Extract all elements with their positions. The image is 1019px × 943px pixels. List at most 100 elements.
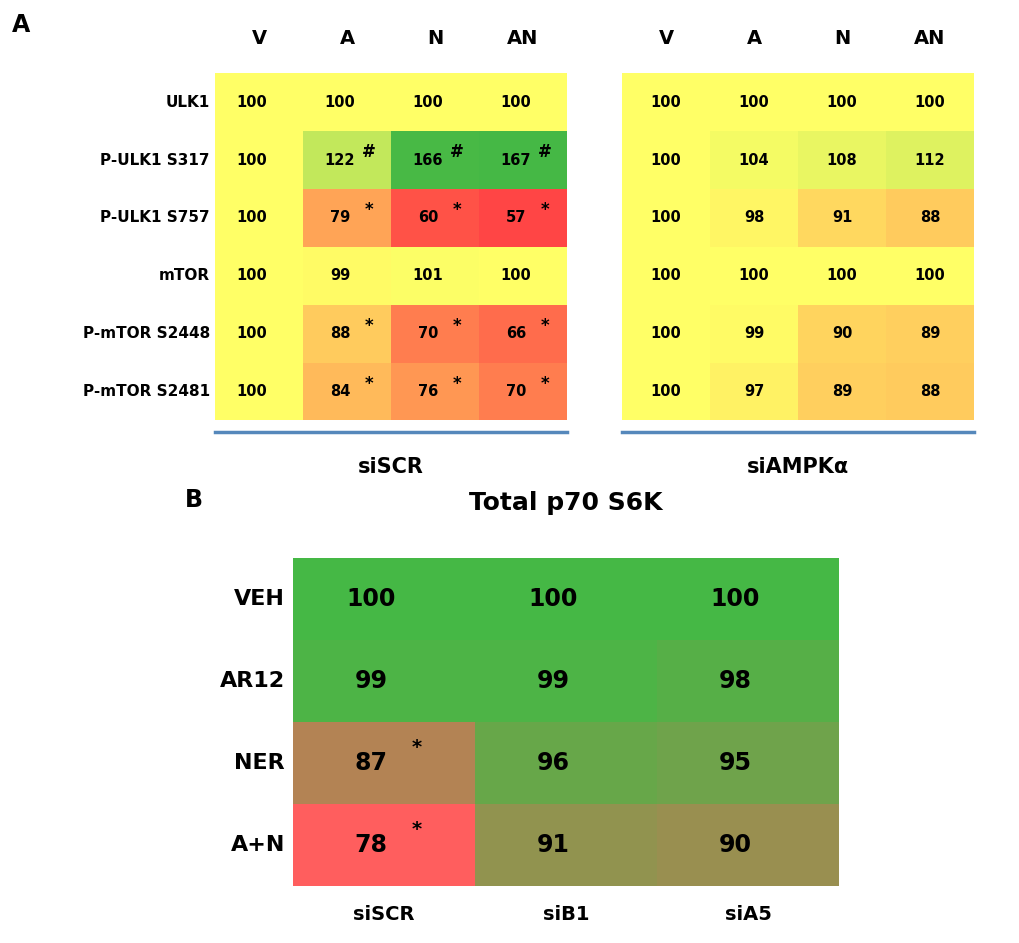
FancyBboxPatch shape [292,722,475,804]
Text: VEH: VEH [234,589,284,609]
Text: 100: 100 [412,94,443,109]
Text: AR12: AR12 [220,671,284,691]
Text: siA5: siA5 [723,904,770,923]
Text: 100: 100 [738,94,768,109]
Text: 100: 100 [500,269,531,283]
Text: 122: 122 [324,153,355,168]
FancyBboxPatch shape [656,640,839,722]
FancyBboxPatch shape [390,189,479,247]
Text: 101: 101 [412,269,443,283]
Text: 88: 88 [919,384,940,399]
Text: *: * [365,374,373,392]
FancyBboxPatch shape [479,189,567,247]
FancyBboxPatch shape [479,131,567,189]
Text: 112: 112 [914,153,945,168]
FancyBboxPatch shape [390,305,479,363]
FancyBboxPatch shape [709,363,797,421]
FancyBboxPatch shape [709,189,797,247]
Text: mTOR: mTOR [159,269,210,283]
Text: 108: 108 [825,153,857,168]
Text: AN: AN [506,29,538,48]
Text: 76: 76 [418,384,437,399]
Text: *: * [540,374,549,392]
FancyBboxPatch shape [303,131,390,189]
Text: 98: 98 [718,669,751,693]
Text: 70: 70 [418,326,438,341]
FancyBboxPatch shape [303,74,390,131]
Text: 100: 100 [650,210,681,225]
Text: 97: 97 [743,384,763,399]
FancyBboxPatch shape [709,74,797,131]
Text: 90: 90 [832,326,851,341]
FancyBboxPatch shape [622,247,709,305]
Text: A: A [339,29,355,48]
FancyBboxPatch shape [797,131,886,189]
FancyBboxPatch shape [656,804,839,886]
FancyBboxPatch shape [215,363,303,421]
FancyBboxPatch shape [797,74,886,131]
Text: 166: 166 [413,153,443,168]
Text: 99: 99 [329,269,350,283]
Text: #: # [449,143,464,161]
Text: *: * [540,317,549,335]
Text: 100: 100 [236,326,267,341]
FancyBboxPatch shape [390,74,479,131]
Text: 100: 100 [236,269,267,283]
Text: 100: 100 [650,269,681,283]
FancyBboxPatch shape [622,74,709,131]
Text: *: * [412,820,422,839]
Text: *: * [540,201,549,219]
FancyBboxPatch shape [656,722,839,804]
Text: 84: 84 [329,384,350,399]
FancyBboxPatch shape [709,305,797,363]
Text: #: # [362,143,376,161]
FancyBboxPatch shape [709,131,797,189]
Text: 100: 100 [500,94,531,109]
Text: siSCR: siSCR [353,904,415,923]
Text: ULK1: ULK1 [166,94,210,109]
Text: 100: 100 [738,269,768,283]
FancyBboxPatch shape [479,247,567,305]
Text: 100: 100 [236,210,267,225]
Text: *: * [412,738,422,757]
Text: 100: 100 [914,269,945,283]
FancyBboxPatch shape [390,363,479,421]
FancyBboxPatch shape [886,74,973,131]
FancyBboxPatch shape [292,804,475,886]
Text: 99: 99 [355,669,387,693]
Text: N: N [427,29,442,48]
Text: 66: 66 [505,326,526,341]
Text: 91: 91 [536,833,570,857]
FancyBboxPatch shape [886,363,973,421]
Text: 99: 99 [536,669,570,693]
Text: 100: 100 [825,269,857,283]
Text: A+N: A+N [230,835,284,855]
FancyBboxPatch shape [656,558,839,640]
Text: N: N [834,29,849,48]
Text: 98: 98 [743,210,763,225]
Text: *: * [452,317,461,335]
FancyBboxPatch shape [215,74,303,131]
Text: P-mTOR S2481: P-mTOR S2481 [83,384,210,399]
Text: Total p70 S6K: Total p70 S6K [469,491,662,515]
FancyBboxPatch shape [886,305,973,363]
FancyBboxPatch shape [622,363,709,421]
FancyBboxPatch shape [215,247,303,305]
FancyBboxPatch shape [797,363,886,421]
Text: 100: 100 [236,153,267,168]
Text: A: A [12,13,31,38]
FancyBboxPatch shape [292,640,475,722]
FancyBboxPatch shape [390,247,479,305]
Text: 100: 100 [650,384,681,399]
Text: 100: 100 [710,587,759,611]
Text: 100: 100 [528,587,578,611]
FancyBboxPatch shape [303,363,390,421]
FancyBboxPatch shape [303,189,390,247]
FancyBboxPatch shape [622,189,709,247]
Text: siSCR: siSCR [358,457,424,477]
FancyBboxPatch shape [797,305,886,363]
FancyBboxPatch shape [215,189,303,247]
Text: 91: 91 [832,210,851,225]
Text: 70: 70 [505,384,526,399]
Text: siB1: siB1 [542,904,589,923]
